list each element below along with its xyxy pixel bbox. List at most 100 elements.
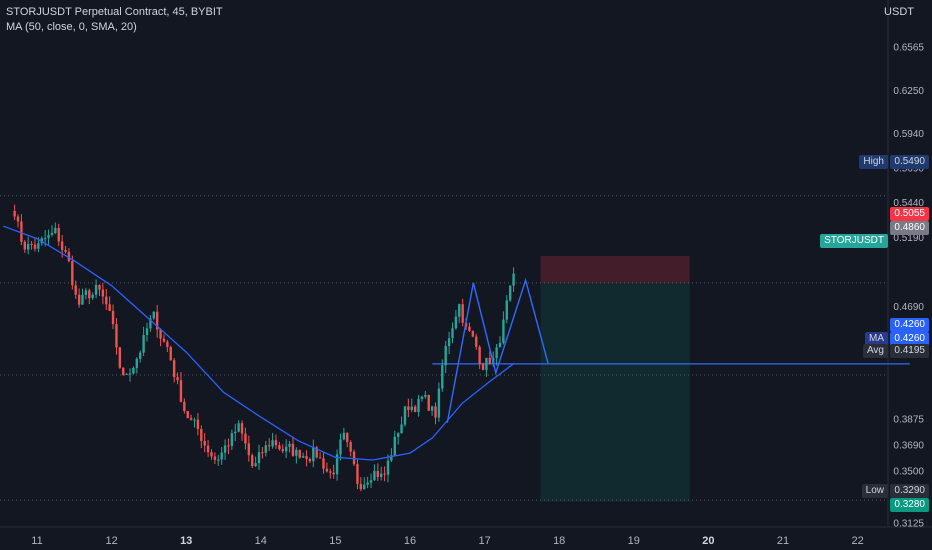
candle-up (444, 346, 447, 366)
candle-up (301, 456, 305, 458)
candle-down (383, 473, 386, 475)
candle-down (244, 433, 247, 444)
candle-up (94, 284, 98, 295)
symbol-tag: STORJUSDT (820, 234, 888, 248)
candle-up (335, 454, 339, 475)
candle-down (20, 221, 23, 242)
y-tick-label: 0.3125 (893, 519, 924, 530)
current-price-label: 0.4860 (890, 221, 929, 235)
candle-up (26, 243, 30, 250)
pattern-line (446, 277, 549, 423)
candle-up (128, 373, 132, 375)
candle-down (247, 443, 251, 456)
y-tick-label: 0.6565 (893, 43, 924, 54)
candle-down (166, 341, 169, 348)
candle-down (413, 406, 417, 412)
candle-up (312, 447, 315, 462)
candle-down (189, 418, 193, 420)
candle-down (308, 458, 312, 462)
candle-down (30, 243, 33, 245)
candle-up (149, 318, 152, 329)
candle-up (447, 338, 451, 347)
candle-up (454, 316, 458, 329)
candle-up (91, 294, 94, 299)
candle-down (261, 452, 264, 454)
candle-up (284, 446, 288, 452)
candle-down (329, 471, 332, 473)
avg-price-label: 0.4195 (890, 344, 929, 358)
candle-down (60, 241, 64, 250)
x-tick-label: 16 (404, 535, 416, 547)
candle-down (461, 304, 464, 323)
candle-up (339, 439, 342, 455)
candle-up (410, 406, 413, 410)
candle-down (108, 304, 111, 311)
candle-up (485, 357, 488, 370)
candle-down (475, 336, 478, 347)
candle-up (135, 358, 139, 368)
candle-down (227, 445, 230, 447)
candle-down (251, 455, 254, 467)
low-tag: Low (861, 484, 888, 498)
y-tick-label: 0.3875 (893, 415, 924, 426)
candle-down (57, 227, 60, 242)
target-price-label: 0.3280 (890, 498, 929, 512)
candle-down (376, 470, 380, 477)
y-tick-label: 0.4690 (893, 302, 924, 313)
low-price-label: 0.3290 (890, 484, 929, 498)
candle-down (77, 294, 81, 305)
candle-down (434, 406, 437, 418)
candle-down (183, 401, 186, 411)
candle-up (132, 367, 135, 374)
candle-down (352, 451, 356, 465)
candle-up (396, 433, 400, 437)
y-tick-label: 0.6250 (893, 86, 924, 97)
candle-up (430, 406, 434, 411)
candle-up (366, 482, 369, 485)
candle-down (349, 442, 352, 452)
candle-up (420, 396, 424, 399)
candle-down (71, 261, 74, 286)
high-tag: High (859, 155, 888, 169)
candle-up (390, 455, 393, 461)
candle-up (142, 335, 145, 353)
candle-down (325, 468, 329, 472)
candle-down (159, 329, 162, 339)
candle-up (458, 304, 461, 317)
candle-up (257, 452, 261, 464)
y-tick-label: 0.3500 (893, 467, 924, 478)
y-tick-label: 0.5440 (893, 198, 924, 209)
candle-up (512, 273, 515, 286)
candle-up (441, 365, 444, 389)
x-tick-label: 13 (180, 535, 192, 547)
candle-down (488, 357, 492, 365)
candle-down (471, 330, 475, 337)
candle-down (16, 216, 20, 222)
x-tick-label: 19 (628, 535, 640, 547)
candle-down (115, 324, 118, 348)
candle-up (84, 290, 88, 295)
candle-down (478, 346, 481, 364)
candle-up (424, 395, 427, 397)
candle-up (81, 294, 84, 305)
candle-down (274, 440, 278, 446)
candle-up (393, 436, 396, 456)
candle-up (50, 232, 54, 235)
candle-down (67, 251, 71, 262)
candle-up (417, 398, 420, 412)
candle-down (291, 443, 295, 456)
candle-up (505, 300, 508, 320)
x-tick-label: 17 (478, 535, 490, 547)
candle-down (203, 440, 206, 446)
y-tick-label: 0.5190 (893, 233, 924, 244)
stop-price-label: 0.5055 (890, 207, 929, 221)
candle-up (234, 431, 237, 434)
candle-up (363, 484, 366, 490)
y-tick-label: 0.5940 (893, 129, 924, 140)
candle-down (98, 284, 101, 290)
candle-up (403, 406, 407, 425)
candle-up (145, 328, 149, 336)
candle-down (186, 410, 189, 419)
